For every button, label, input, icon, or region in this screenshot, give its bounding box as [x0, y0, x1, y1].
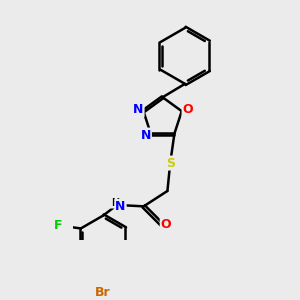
- Text: N: N: [133, 103, 144, 116]
- Text: S: S: [166, 157, 175, 169]
- Text: N: N: [140, 129, 151, 142]
- Text: O: O: [161, 218, 171, 231]
- Text: N: N: [115, 200, 126, 213]
- Text: O: O: [183, 103, 193, 116]
- Text: H: H: [111, 198, 119, 208]
- Text: Br: Br: [95, 286, 111, 299]
- Text: F: F: [53, 219, 62, 232]
